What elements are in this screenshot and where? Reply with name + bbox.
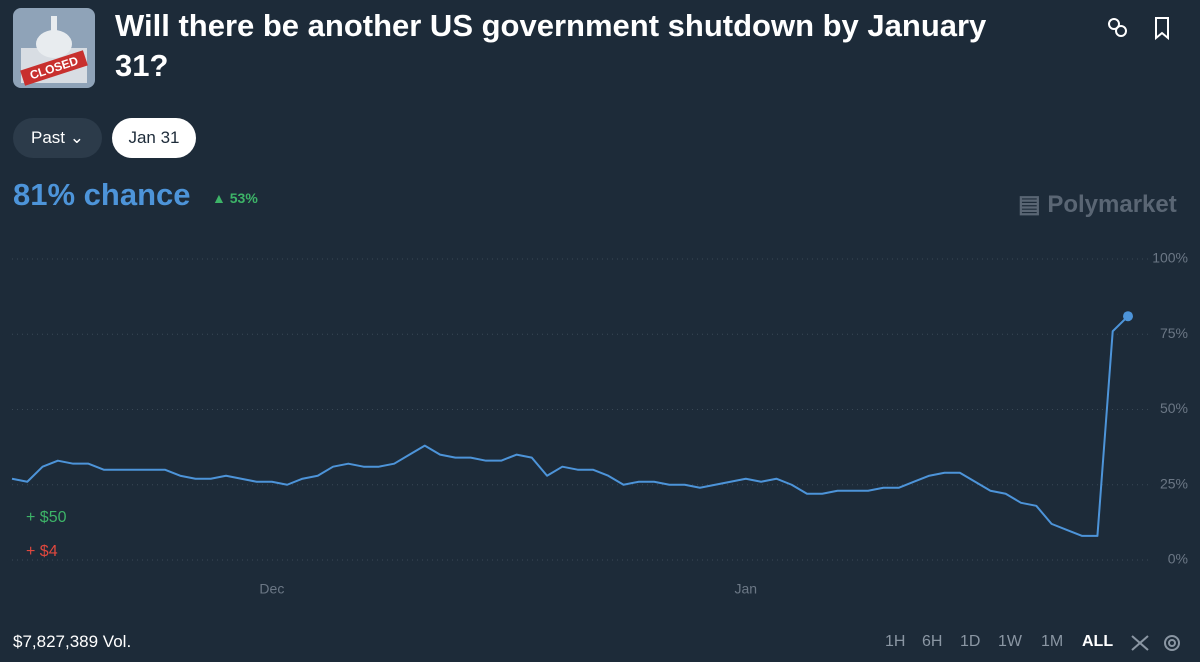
chart: + $50 + $4 0% 25% 50% 75% 100% Dec Jan <box>11 250 1188 597</box>
brand-name: Polymarket <box>1047 191 1177 218</box>
chart-controls[interactable] <box>1130 632 1184 654</box>
trade: + $50 <box>26 509 67 526</box>
header-icons[interactable] <box>1105 15 1175 41</box>
date-filter[interactable]: Jan 31 <box>112 118 196 158</box>
trade: + $4 <box>26 543 58 560</box>
y-tick-label: 25% <box>1160 475 1188 491</box>
brand: ▤ Polymarket <box>1018 191 1177 218</box>
y-tick-label: 100% <box>1152 250 1188 266</box>
market-title: Will there be another US government shut… <box>115 8 987 83</box>
y-tick-label: 75% <box>1160 325 1188 341</box>
past-filter[interactable]: Past ⌄ <box>13 118 102 158</box>
timeframe-button[interactable]: 1W <box>998 633 1022 650</box>
timeframe-button[interactable]: 1D <box>960 633 981 650</box>
timeframe-button[interactable]: 6H <box>922 633 943 650</box>
timeframe-button[interactable]: ALL <box>1082 633 1114 650</box>
x-tick-label: Jan <box>735 581 758 597</box>
change-value: 53% <box>229 190 258 206</box>
chance-change: ▲ 53% <box>212 190 258 206</box>
last-point <box>1123 311 1133 322</box>
y-tick-label: 50% <box>1160 400 1188 416</box>
timeframe-button[interactable]: 1H <box>885 633 906 650</box>
volume: $7,827,389 Vol. <box>13 632 132 651</box>
market-image: CLOSED <box>13 8 95 88</box>
y-tick-label: 0% <box>1168 551 1188 567</box>
chance: 81% chance <box>13 177 191 212</box>
filter-label: Past <box>31 128 66 147</box>
timeframe-button[interactable]: 1M <box>1041 633 1064 650</box>
x-tick-label: Dec <box>259 581 284 597</box>
line <box>11 315 1129 537</box>
